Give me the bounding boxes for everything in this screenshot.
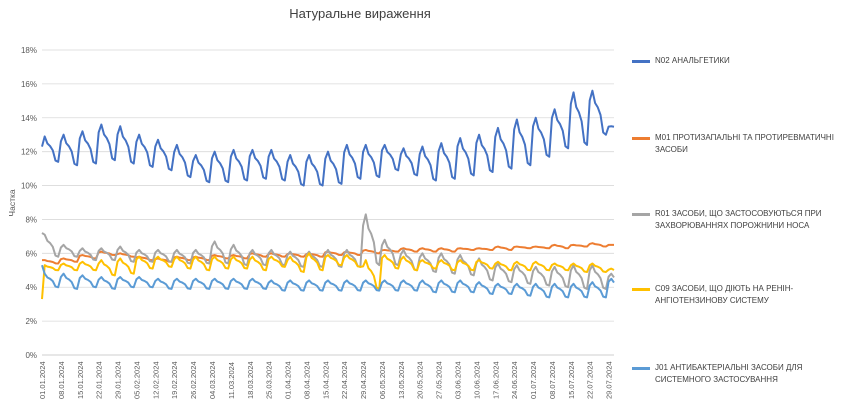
x-tick-label: 15.07.2024 [567, 361, 576, 399]
legend-item-j01[interactable]: J01 АНТИБАКТЕРІАЛЬНІ ЗАСОБИ ДЛЯ СИСТЕМНО… [632, 362, 847, 386]
legend-swatch [632, 288, 650, 291]
x-tick-label: 17.06.2024 [491, 361, 500, 399]
y-axis-label: Частка [7, 189, 17, 216]
x-tick-label: 11.03.2024 [227, 362, 236, 399]
legend-label: N02 АНАЛЬГЕТИКИ [655, 56, 730, 65]
y-tick-label: 10% [21, 182, 37, 191]
x-tick-label: 01.04.2024 [284, 361, 293, 399]
x-tick-label: 15.01.2024 [76, 361, 85, 399]
y-tick-label: 0% [25, 351, 37, 360]
series-lines [41, 89, 615, 300]
x-tick-label: 05.02.2024 [132, 361, 141, 399]
x-tick-label: 27.05.2024 [435, 361, 444, 399]
x-tick-label: 10.06.2024 [472, 361, 481, 399]
x-tick-label: 19.02.2024 [170, 361, 179, 399]
x-tick-label: 03.06.2024 [454, 361, 463, 399]
x-tick-label: 20.05.2024 [416, 361, 425, 399]
legend-item-c09[interactable]: C09 ЗАСОБИ, ЩО ДІЮТЬ НА РЕНІН-АНГІОТЕНЗИ… [632, 283, 847, 307]
x-tick-label: 15.04.2024 [321, 361, 330, 399]
x-tick-label: 04.03.2024 [208, 361, 217, 399]
series-line-j01 [41, 264, 615, 299]
y-tick-label: 2% [25, 317, 37, 326]
x-tick-label: 22.07.2024 [586, 361, 595, 399]
legend-label: C09 ЗАСОБИ, ЩО ДІЮТЬ НА РЕНІН-АНГІОТЕНЗИ… [655, 284, 794, 305]
x-tick-label: 08.04.2024 [302, 361, 311, 399]
x-axis-ticks: 01.01.2024 08.01.2024 15.01.2024 22.01.2024… [38, 361, 614, 399]
x-tick-label: 12.02.2024 [151, 361, 160, 399]
y-axis-ticks: 0% 2% 4% 6% 8% 10% 12% 14% 16% 18% [21, 46, 37, 360]
x-tick-label: 06.05.2024 [378, 361, 387, 399]
y-tick-label: 12% [21, 148, 37, 157]
legend-label: M01 ПРОТИЗАПАЛЬНІ ТА ПРОТИРЕВМАТИЧНІ ЗАС… [655, 133, 834, 154]
x-tick-label: 08.07.2024 [548, 361, 557, 399]
y-tick-label: 8% [25, 215, 37, 224]
x-tick-label: 26.02.2024 [189, 361, 198, 399]
x-tick-label: 01.01.2024 [38, 361, 47, 399]
x-tick-label: 29.07.2024 [605, 361, 614, 399]
x-tick-label: 29.04.2024 [359, 361, 368, 399]
x-tick-label: 18.03.2024 [246, 361, 255, 399]
legend-item-r01[interactable]: R01 ЗАСОБИ, ЩО ЗАСТОСОВУЮТЬСЯ ПРИ ЗАХВОР… [632, 208, 847, 232]
legend-label: J01 АНТИБАКТЕРІАЛЬНІ ЗАСОБИ ДЛЯ СИСТЕМНО… [655, 363, 803, 384]
y-tick-label: 16% [21, 80, 37, 89]
x-tick-label: 08.01.2024 [57, 361, 66, 399]
series-line-r01 [41, 213, 615, 290]
x-tick-label: 29.01.2024 [114, 361, 123, 399]
y-tick-label: 4% [25, 283, 37, 292]
y-tick-label: 14% [21, 114, 37, 123]
y-tick-label: 6% [25, 249, 37, 258]
x-tick-label: 13.05.2024 [397, 361, 406, 399]
chart-title: Натуральне вираження [289, 6, 431, 21]
x-tick-label: 22.04.2024 [340, 361, 349, 399]
x-tick-label: 24.06.2024 [510, 361, 519, 399]
legend-swatch [632, 213, 650, 216]
x-tick-label: 25.03.2024 [265, 361, 274, 399]
gridlines [42, 49, 614, 356]
x-tick-label: 22.01.2024 [95, 361, 104, 399]
series-line-n02 [41, 89, 615, 187]
legend-item-n02[interactable]: N02 АНАЛЬГЕТИКИ [632, 55, 847, 67]
legend-item-m01[interactable]: M01 ПРОТИЗАПАЛЬНІ ТА ПРОТИРЕВМАТИЧНІ ЗАС… [632, 132, 847, 156]
legend-swatch [632, 367, 650, 370]
legend-swatch [632, 137, 650, 140]
legend-swatch [632, 60, 650, 63]
y-tick-label: 18% [21, 46, 37, 55]
series-line-c09 [41, 252, 615, 300]
x-tick-label: 01.07.2024 [529, 361, 538, 399]
legend-label: R01 ЗАСОБИ, ЩО ЗАСТОСОВУЮТЬСЯ ПРИ ЗАХВОР… [655, 209, 822, 230]
